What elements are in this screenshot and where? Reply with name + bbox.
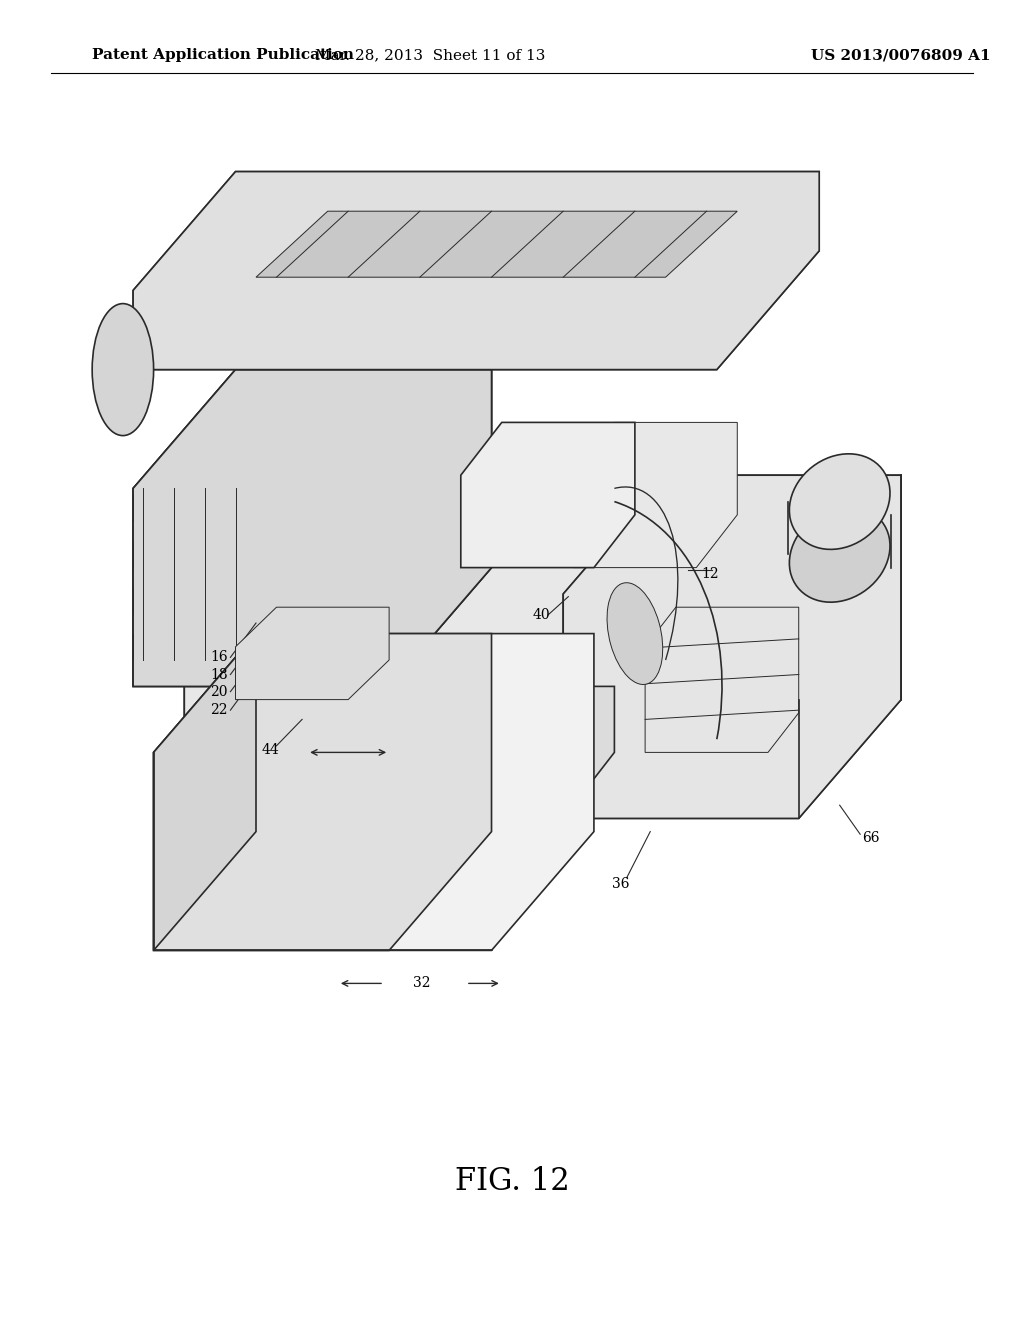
Polygon shape bbox=[287, 713, 553, 766]
Polygon shape bbox=[236, 607, 389, 700]
Polygon shape bbox=[256, 686, 614, 818]
Polygon shape bbox=[133, 370, 492, 686]
Polygon shape bbox=[133, 172, 819, 370]
Polygon shape bbox=[133, 370, 492, 686]
Text: 16: 16 bbox=[210, 651, 227, 664]
Polygon shape bbox=[563, 475, 901, 818]
Polygon shape bbox=[184, 502, 666, 818]
Polygon shape bbox=[154, 634, 256, 950]
Text: 40: 40 bbox=[532, 609, 550, 622]
Text: US 2013/0076809 A1: US 2013/0076809 A1 bbox=[811, 49, 991, 62]
Text: Patent Application Publication: Patent Application Publication bbox=[92, 49, 354, 62]
Polygon shape bbox=[461, 422, 635, 568]
Text: FIG. 12: FIG. 12 bbox=[455, 1166, 569, 1197]
Text: 22: 22 bbox=[210, 704, 227, 717]
Polygon shape bbox=[573, 422, 737, 568]
Polygon shape bbox=[563, 475, 901, 818]
Text: 20: 20 bbox=[210, 685, 227, 698]
Polygon shape bbox=[154, 634, 492, 950]
Ellipse shape bbox=[790, 454, 890, 549]
Text: 66: 66 bbox=[862, 832, 880, 845]
Polygon shape bbox=[256, 211, 737, 277]
Polygon shape bbox=[133, 370, 492, 686]
Text: 12: 12 bbox=[701, 568, 719, 581]
Text: 18: 18 bbox=[210, 668, 227, 681]
Text: 36: 36 bbox=[612, 878, 630, 891]
Polygon shape bbox=[184, 502, 666, 818]
Ellipse shape bbox=[607, 582, 663, 685]
Polygon shape bbox=[133, 172, 819, 370]
Text: 44: 44 bbox=[261, 743, 279, 756]
Text: Mar. 28, 2013  Sheet 11 of 13: Mar. 28, 2013 Sheet 11 of 13 bbox=[315, 49, 545, 62]
Polygon shape bbox=[645, 607, 799, 752]
Ellipse shape bbox=[790, 507, 890, 602]
Polygon shape bbox=[154, 634, 594, 950]
Text: 32: 32 bbox=[413, 977, 431, 990]
Ellipse shape bbox=[92, 304, 154, 436]
